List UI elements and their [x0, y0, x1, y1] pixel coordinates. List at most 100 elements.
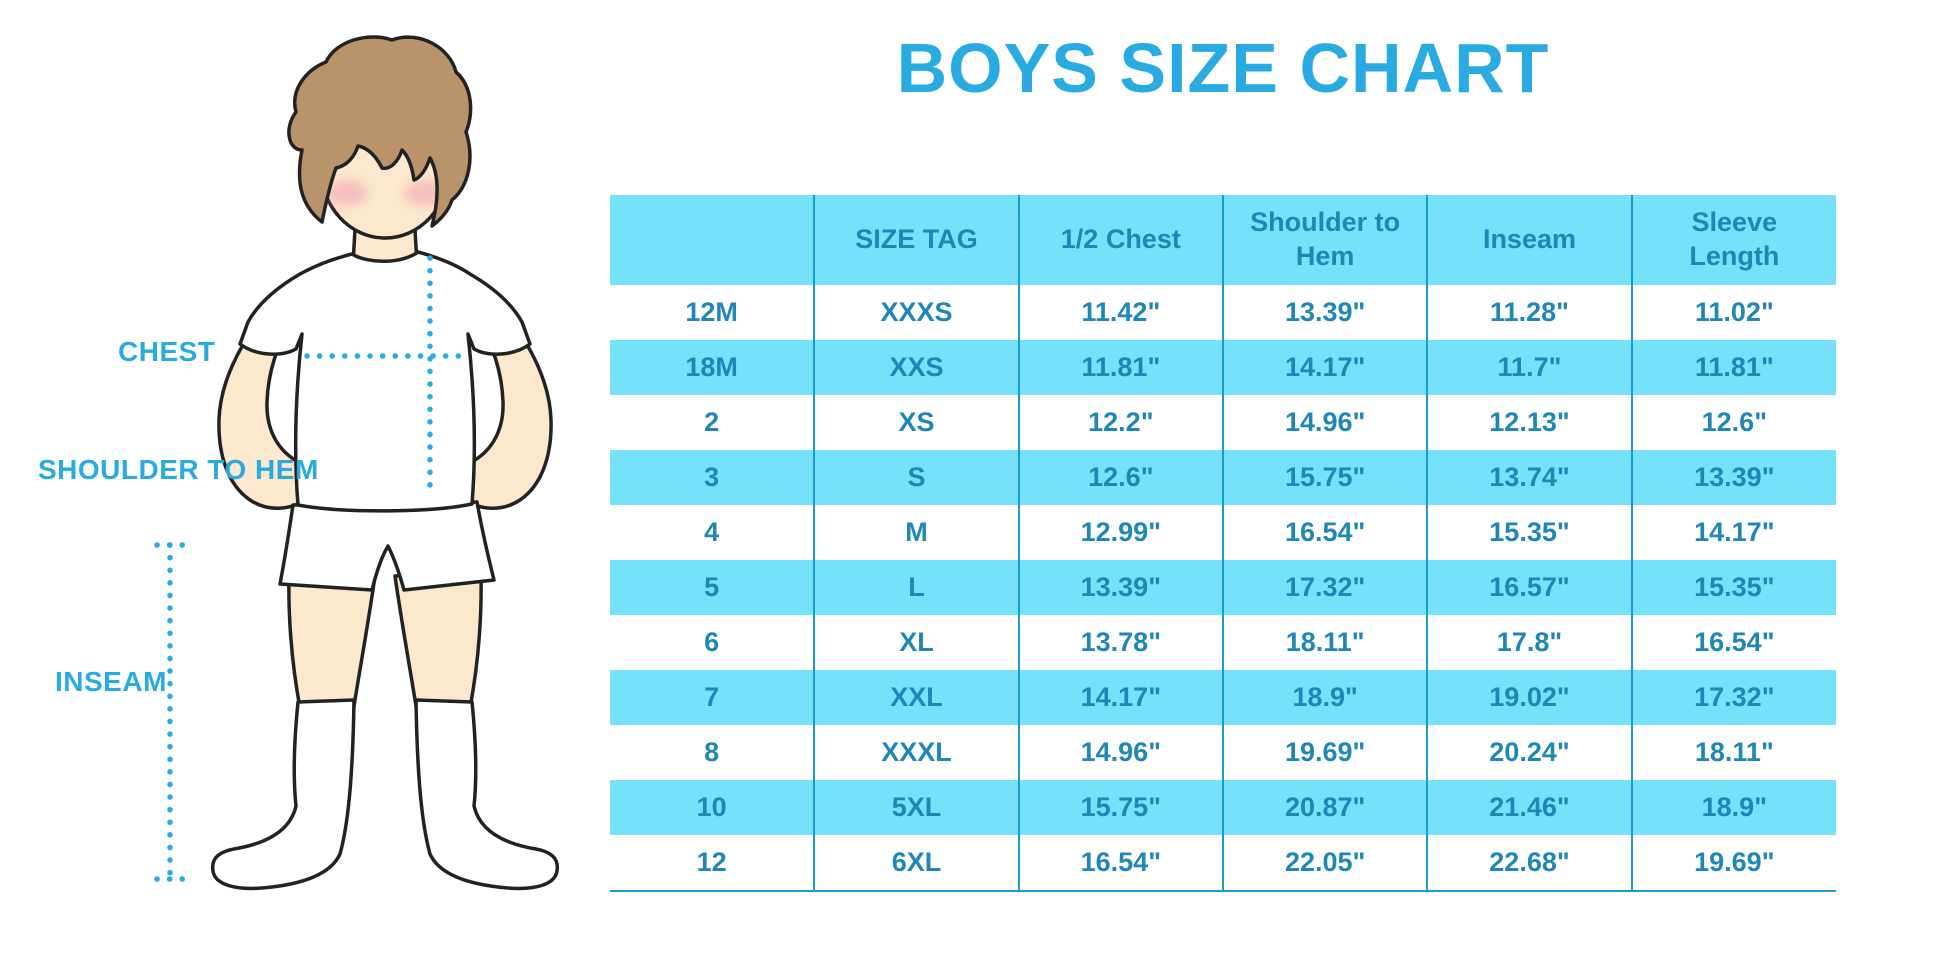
table-row: 12 6XL 16.54" 22.05" 22.68" 19.69" [610, 835, 1836, 891]
table-cell: 5XL [813, 780, 1019, 835]
table-cell: XS [813, 395, 1019, 450]
table-cell: 12.2" [1017, 395, 1223, 450]
header-cell [610, 195, 815, 285]
table-cell: 18.9" [1630, 780, 1836, 835]
chest-label: CHEST [118, 336, 216, 367]
boy-left-sock [210, 698, 356, 891]
table-cell: 11.28" [1426, 285, 1632, 340]
table-cell: 12.6" [1017, 450, 1223, 505]
table-row: 4 M 12.99" 16.54" 15.35" 14.17" [610, 505, 1836, 560]
table-cell: 19.02" [1426, 670, 1632, 725]
table-cell: 11.02" [1630, 285, 1836, 340]
page-title: BOYS SIZE CHART [896, 29, 1550, 107]
table-cell: 15.35" [1426, 505, 1632, 560]
table-cell: XXS [813, 340, 1019, 395]
boy-left-leg [287, 570, 377, 710]
header-cell: Shoulder to Hem [1221, 195, 1428, 285]
table-cell: 13.74" [1426, 450, 1632, 505]
table-cell: M [813, 505, 1019, 560]
table-row: 10 5XL 15.75" 20.87" 21.46" 18.9" [610, 780, 1836, 835]
boy-shorts [278, 500, 496, 592]
table-cell: 11.7" [1426, 340, 1632, 395]
table-cell: 11.81" [1017, 340, 1223, 395]
boy-illustration [154, 35, 560, 891]
boy-right-arm [463, 313, 553, 510]
table-cell: 15.75" [1221, 450, 1428, 505]
table-cell: 16.57" [1426, 560, 1632, 615]
table-row: 6 XL 13.78" 18.11" 17.8" 16.54" [610, 615, 1836, 670]
table-header-row: SIZE TAG 1/2 Chest Shoulder to Hem Inseam Sl… [610, 195, 1836, 285]
header-cell: SIZE TAG [813, 195, 1019, 285]
boy-hair [287, 35, 473, 228]
table-cell: 21.46" [1426, 780, 1632, 835]
table-cell: 15.35" [1630, 560, 1836, 615]
table-cell: 17.32" [1221, 560, 1428, 615]
table-cell: 12.99" [1017, 505, 1223, 560]
table-cell: 6 [610, 615, 815, 670]
table-cell: XXXL [813, 725, 1019, 780]
table-cell: 16.54" [1221, 505, 1428, 560]
table-cell: 10 [610, 780, 815, 835]
table-cell: 12.6" [1630, 395, 1836, 450]
table-cell: 2 [610, 395, 815, 450]
table-cell: 11.81" [1630, 340, 1836, 395]
table-cell: 16.54" [1630, 615, 1836, 670]
table-cell: 8 [610, 725, 815, 780]
table-cell: 11.42" [1017, 285, 1223, 340]
table-cell: 14.96" [1017, 725, 1223, 780]
table-cell: 6XL [813, 835, 1019, 891]
table-cell: 16.54" [1017, 835, 1223, 891]
table-cell: 18M [610, 340, 815, 395]
table-cell: 14.17" [1221, 340, 1428, 395]
table-cell: XXXS [813, 285, 1019, 340]
table-cell: 13.39" [1630, 450, 1836, 505]
table-row: 2 XS 12.2" 14.96" 12.13" 12.6" [610, 395, 1836, 450]
table-cell: 20.24" [1426, 725, 1632, 780]
table-cell: 17.32" [1630, 670, 1836, 725]
table-cell: 13.78" [1017, 615, 1223, 670]
table-cell: 13.39" [1221, 285, 1428, 340]
table-cell: 18.11" [1630, 725, 1836, 780]
table-cell: 4 [610, 505, 815, 560]
table-cell: 20.87" [1221, 780, 1428, 835]
header-cell: Sleeve Length [1630, 195, 1836, 285]
table-cell: 14.17" [1630, 505, 1836, 560]
table-row: 18M XXS 11.81" 14.17" 11.7" 11.81" [610, 340, 1836, 395]
table-cell: 22.05" [1221, 835, 1428, 891]
table-row: 5 L 13.39" 17.32" 16.57" 15.35" [610, 560, 1836, 615]
table-cell: 19.69" [1221, 725, 1428, 780]
table-cell: 17.8" [1426, 615, 1632, 670]
table-cell: 12.13" [1426, 395, 1632, 450]
table-cell: 18.9" [1221, 670, 1428, 725]
boy-tshirt [238, 250, 532, 513]
size-table: SIZE TAG 1/2 Chest Shoulder to Hem Inseam Sl… [610, 195, 1836, 892]
table-cell: 12 [610, 835, 815, 891]
size-table-body: 12M XXXS 11.42" 13.39" 11.28" 11.02" 18M XXS 11.… [610, 285, 1836, 891]
shoulder-to-hem-label: SHOULDER TO HEM [38, 454, 319, 485]
table-cell: 3 [610, 450, 815, 505]
table-cell: XL [813, 615, 1019, 670]
table-row: 8 XXXL 14.96" 19.69" 20.24" 18.11" [610, 725, 1836, 780]
table-cell: 12M [610, 285, 815, 340]
table-cell: S [813, 450, 1019, 505]
table-cell: 22.68" [1426, 835, 1632, 891]
table-cell: 7 [610, 670, 815, 725]
table-cell: 15.75" [1017, 780, 1223, 835]
table-row: 3 S 12.6" 15.75" 13.74" 13.39" [610, 450, 1836, 505]
table-cell: 19.69" [1630, 835, 1836, 891]
boy-right-leg [393, 570, 483, 710]
boy-cheek-left [326, 180, 368, 206]
table-cell: L [813, 560, 1019, 615]
table-cell: 5 [610, 560, 815, 615]
boy-left-arm [217, 313, 307, 510]
header-cell: Inseam [1426, 195, 1632, 285]
table-row: 7 XXL 14.17" 18.9" 19.02" 17.32" [610, 670, 1836, 725]
inseam-label: INSEAM [55, 666, 167, 697]
table-cell: 14.96" [1221, 395, 1428, 450]
boy-right-sock [414, 698, 560, 891]
table-row: 12M XXXS 11.42" 13.39" 11.28" 11.02" [610, 285, 1836, 340]
header-cell: 1/2 Chest [1017, 195, 1223, 285]
table-cell: 14.17" [1017, 670, 1223, 725]
table-cell: XXL [813, 670, 1019, 725]
